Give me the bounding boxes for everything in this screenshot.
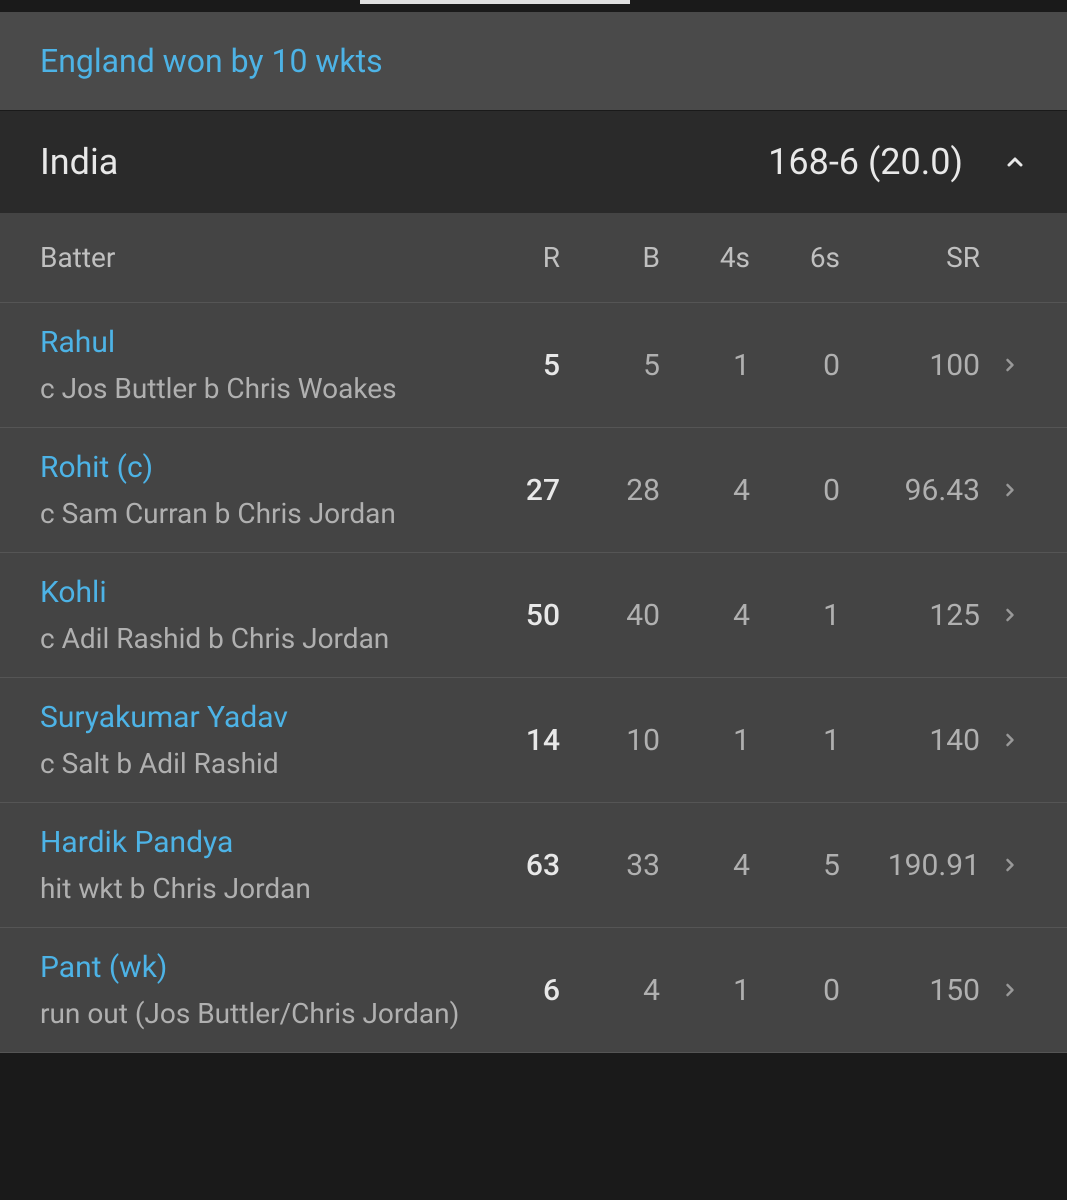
sixes-value: 5 xyxy=(750,848,840,883)
sr-value: 140 xyxy=(840,723,980,758)
col-header-sixes: 6s xyxy=(750,241,840,274)
fours-value: 4 xyxy=(660,473,750,508)
sixes-value: 1 xyxy=(750,723,840,758)
runs-value: 27 xyxy=(460,473,560,508)
batter-name[interactable]: Pant (wk) xyxy=(40,950,460,985)
batter-row[interactable]: Suryakumar Yadav c Salt b Adil Rashid 14… xyxy=(0,678,1067,803)
sixes-value: 0 xyxy=(750,348,840,383)
dismissal-text: c Salt b Adil Rashid xyxy=(40,747,460,780)
balls-value: 10 xyxy=(560,723,660,758)
fours-value: 4 xyxy=(660,598,750,633)
dismissal-text: hit wkt b Chris Jordan xyxy=(40,872,460,905)
batter-name[interactable]: Suryakumar Yadav xyxy=(40,700,460,735)
fours-value: 1 xyxy=(660,973,750,1008)
fours-value: 1 xyxy=(660,723,750,758)
team-name: India xyxy=(40,141,768,183)
sixes-value: 1 xyxy=(750,598,840,633)
team-innings-header[interactable]: India 168-6 (20.0) xyxy=(0,110,1067,213)
sixes-value: 0 xyxy=(750,473,840,508)
chevron-right-icon xyxy=(1000,605,1020,625)
chevron-right-icon xyxy=(1000,730,1020,750)
fours-value: 1 xyxy=(660,348,750,383)
dismissal-text: c Jos Buttler b Chris Woakes xyxy=(40,372,460,405)
fours-value: 4 xyxy=(660,848,750,883)
col-header-sr: SR xyxy=(840,241,980,274)
batter-row[interactable]: Rohit (c) c Sam Curran b Chris Jordan 27… xyxy=(0,428,1067,553)
col-header-fours: 4s xyxy=(660,241,750,274)
batter-name[interactable]: Rohit (c) xyxy=(40,450,460,485)
runs-value: 63 xyxy=(460,848,560,883)
dismissal-text: run out (Jos Buttler/Chris Jordan) xyxy=(40,997,460,1030)
batter-row[interactable]: Rahul c Jos Buttler b Chris Woakes 5 5 1… xyxy=(0,303,1067,428)
team-score: 168-6 (20.0) xyxy=(768,141,963,183)
dismissal-text: c Adil Rashid b Chris Jordan xyxy=(40,622,460,655)
sr-value: 100 xyxy=(840,348,980,383)
runs-value: 6 xyxy=(460,973,560,1008)
batter-row[interactable]: Kohli c Adil Rashid b Chris Jordan 50 40… xyxy=(0,553,1067,678)
balls-value: 33 xyxy=(560,848,660,883)
batter-row[interactable]: Hardik Pandya hit wkt b Chris Jordan 63 … xyxy=(0,803,1067,928)
runs-value: 5 xyxy=(460,348,560,383)
runs-value: 50 xyxy=(460,598,560,633)
col-header-runs: R xyxy=(460,241,560,274)
sr-value: 150 xyxy=(840,973,980,1008)
balls-value: 28 xyxy=(560,473,660,508)
batter-name[interactable]: Rahul xyxy=(40,325,460,360)
scorecard-column-header: Batter R B 4s 6s SR xyxy=(0,213,1067,303)
batter-name[interactable]: Kohli xyxy=(40,575,460,610)
chevron-right-icon xyxy=(1000,980,1020,1000)
chevron-right-icon xyxy=(1000,855,1020,875)
sr-value: 96.43 xyxy=(840,473,980,508)
dismissal-text: c Sam Curran b Chris Jordan xyxy=(40,497,460,530)
tab-indicator-strip xyxy=(0,0,1067,12)
runs-value: 14 xyxy=(460,723,560,758)
match-result-banner: England won by 10 wkts xyxy=(0,12,1067,110)
sr-value: 190.91 xyxy=(840,848,980,883)
col-header-batter: Batter xyxy=(40,241,460,274)
sr-value: 125 xyxy=(840,598,980,633)
chevron-up-icon xyxy=(1003,150,1027,174)
balls-value: 4 xyxy=(560,973,660,1008)
sixes-value: 0 xyxy=(750,973,840,1008)
balls-value: 5 xyxy=(560,348,660,383)
chevron-right-icon xyxy=(1000,480,1020,500)
col-header-balls: B xyxy=(560,241,660,274)
match-result-text: England won by 10 wkts xyxy=(40,42,383,80)
chevron-right-icon xyxy=(1000,355,1020,375)
batter-row[interactable]: Pant (wk) run out (Jos Buttler/Chris Jor… xyxy=(0,928,1067,1053)
balls-value: 40 xyxy=(560,598,660,633)
batter-name[interactable]: Hardik Pandya xyxy=(40,825,460,860)
